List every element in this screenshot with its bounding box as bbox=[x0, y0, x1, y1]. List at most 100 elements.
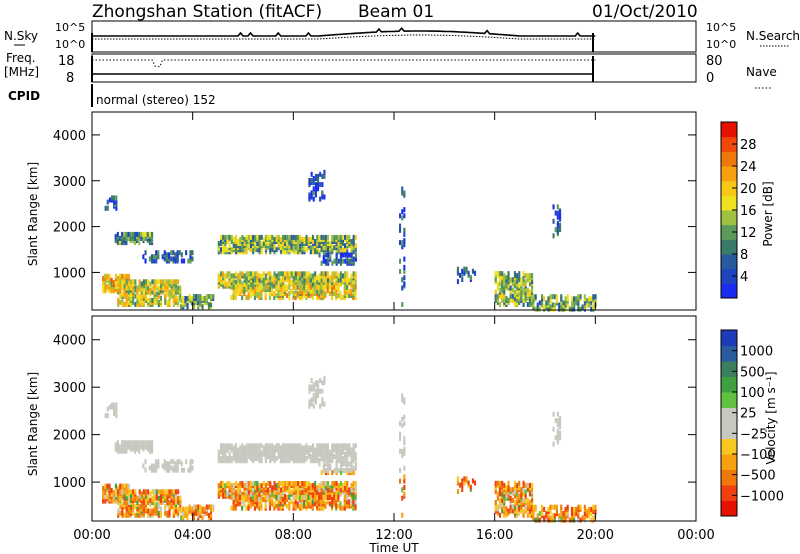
power-cell bbox=[307, 275, 310, 281]
velocity-cell bbox=[222, 443, 225, 449]
nave-label: Nave bbox=[746, 65, 777, 79]
power-cell bbox=[312, 273, 315, 279]
power-cell bbox=[153, 289, 156, 295]
power-cell bbox=[180, 252, 183, 258]
velocity-cell bbox=[222, 493, 225, 499]
velocity-cell bbox=[352, 458, 355, 464]
velocity-cell bbox=[230, 491, 233, 497]
power-cell bbox=[337, 245, 340, 251]
velocity-cell bbox=[184, 513, 187, 518]
velocity-cell bbox=[307, 485, 310, 491]
velocity-cell bbox=[170, 465, 173, 471]
velocity-cell bbox=[230, 495, 233, 500]
freq-left-tick-top: 18 bbox=[58, 54, 75, 69]
power-colorbar-tick-label: 4 bbox=[740, 270, 748, 285]
power-cell bbox=[286, 293, 289, 299]
velocity-cell bbox=[224, 443, 227, 449]
velocity-cell bbox=[575, 511, 578, 517]
power-cell bbox=[247, 271, 250, 277]
velocity-cell bbox=[354, 495, 357, 500]
velocity-cell bbox=[217, 449, 220, 455]
power-cell bbox=[267, 271, 270, 277]
noise-panel: N.Sky 10^5 10^0 10^5 10^0 N.Search bbox=[4, 20, 800, 53]
power-cell bbox=[312, 186, 315, 192]
power-cell bbox=[138, 302, 141, 307]
power-cell bbox=[157, 250, 160, 256]
power-cell bbox=[155, 299, 158, 305]
power-cell bbox=[528, 297, 531, 303]
velocity-cell bbox=[549, 515, 552, 521]
power-cell bbox=[324, 245, 327, 251]
power-cell bbox=[318, 252, 321, 258]
power-cell bbox=[403, 207, 406, 213]
velocity-cell bbox=[220, 449, 223, 455]
power-cell bbox=[275, 273, 278, 279]
velocity-cell bbox=[140, 440, 143, 446]
velocity-cell bbox=[344, 443, 347, 449]
power-cell bbox=[456, 279, 459, 285]
velocity-cell bbox=[220, 481, 223, 486]
power-cell bbox=[113, 199, 116, 205]
velocity-cell bbox=[205, 504, 208, 510]
velocity-cell bbox=[337, 443, 340, 449]
velocity-cell bbox=[511, 491, 514, 497]
velocity-cell bbox=[547, 506, 550, 512]
power-cell bbox=[155, 291, 158, 297]
power-cell bbox=[144, 258, 147, 264]
velocity-cell bbox=[469, 484, 472, 490]
power-cell bbox=[157, 254, 160, 260]
power-cell bbox=[249, 247, 252, 253]
power-cell bbox=[236, 284, 239, 290]
velocity-cell bbox=[113, 406, 116, 412]
power-cell bbox=[243, 273, 246, 279]
velocity-cell bbox=[243, 449, 246, 455]
velocity-cell bbox=[547, 517, 550, 523]
power-colorbar-tick-label: 20 bbox=[740, 182, 757, 197]
power-cell bbox=[496, 285, 499, 291]
velocity-cell bbox=[520, 500, 523, 505]
power-cell bbox=[172, 279, 175, 285]
power-cell bbox=[113, 195, 116, 201]
power-cell bbox=[532, 294, 535, 300]
velocity-cell bbox=[153, 493, 156, 499]
power-cell bbox=[125, 285, 128, 291]
power-cell bbox=[575, 296, 578, 302]
velocity-cell bbox=[309, 454, 312, 459]
velocity-cell bbox=[516, 482, 519, 488]
power-cell bbox=[461, 272, 464, 278]
velocity-cell bbox=[320, 454, 323, 459]
power-cell bbox=[341, 273, 344, 279]
power-cell bbox=[401, 277, 404, 283]
velocity-cell bbox=[254, 449, 257, 455]
velocity-cell bbox=[119, 510, 122, 516]
velocity-cell bbox=[157, 459, 160, 465]
power-cell bbox=[149, 297, 152, 303]
velocity-cell bbox=[528, 482, 531, 488]
power-cell bbox=[220, 241, 223, 246]
power-cell bbox=[195, 294, 198, 299]
velocity-cell bbox=[245, 495, 248, 500]
velocity-cell bbox=[352, 465, 355, 471]
velocity-cell bbox=[134, 489, 137, 495]
power-cell bbox=[350, 273, 353, 279]
power-cell bbox=[352, 234, 355, 240]
power-cell bbox=[331, 271, 334, 277]
velocity-cell bbox=[553, 517, 556, 523]
power-cell bbox=[301, 284, 304, 290]
velocity-cell bbox=[136, 495, 139, 501]
velocity-cell bbox=[262, 481, 265, 486]
power-cell bbox=[275, 293, 278, 299]
velocity-cell bbox=[496, 480, 499, 486]
velocity-cell bbox=[174, 508, 177, 514]
velocity-cell bbox=[509, 508, 512, 514]
power-cell bbox=[299, 234, 302, 240]
velocity-cell bbox=[403, 421, 406, 426]
power-cell bbox=[316, 275, 319, 281]
power-cell bbox=[337, 234, 340, 240]
power-cell bbox=[234, 247, 237, 253]
y-tick-label: 4000 bbox=[53, 129, 86, 144]
velocity-cell bbox=[553, 513, 556, 519]
velocity-cell bbox=[524, 482, 527, 488]
beam-label: Beam 01 bbox=[358, 2, 434, 22]
